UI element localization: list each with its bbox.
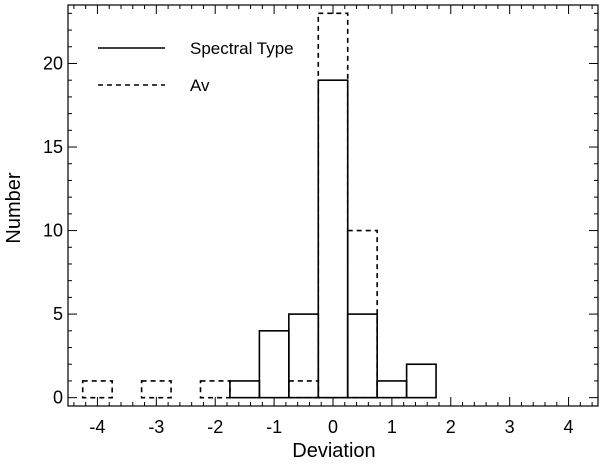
legend: Spectral Type Av [98,39,294,95]
y-tick-label: 20 [43,53,63,73]
histogram-bin [229,380,261,399]
x-tick-label: -2 [207,417,223,437]
x-tick-label: -3 [148,417,164,437]
histogram-bin [317,79,349,399]
x-tick-label: 4 [564,417,574,437]
histogram-bin [346,229,378,399]
histogram-bin [81,380,113,399]
histogram-bin [288,380,320,399]
x-tick-label: -4 [89,417,105,437]
y-tick-label: 5 [53,304,63,324]
y-tick-label: 15 [43,137,63,157]
x-tick-label: 2 [446,417,456,437]
histogram-bin [140,380,172,399]
x-tick-label: -1 [266,417,282,437]
y-tick-label: 0 [53,388,63,408]
x-tick-label: 3 [505,417,515,437]
histogram-bin [376,380,408,399]
histogram-bin [258,330,290,399]
y-tick-label: 10 [43,221,63,241]
series-av [81,12,378,399]
histogram-bin [317,12,349,399]
histogram-bin [405,363,437,399]
plot-frame [67,4,599,407]
histogram-bin [288,313,320,399]
legend-entry-label: Spectral Type [190,39,294,58]
series-lines [81,12,437,399]
x-axis-label: Deviation [292,440,375,461]
plot-frame-box [67,4,599,407]
x-tick-label: 0 [328,417,338,437]
histogram-bin [199,380,231,399]
x-tick-label: 1 [387,417,397,437]
legend-entry-label: Av [190,76,210,95]
histogram-bin [346,313,378,399]
series-spectral-type [229,79,437,399]
y-axis-label: Number [3,172,25,243]
axis-ticks: -4 -3 -2 -1 0 1 2 3 4 0 5 10 15 20 [43,5,598,437]
